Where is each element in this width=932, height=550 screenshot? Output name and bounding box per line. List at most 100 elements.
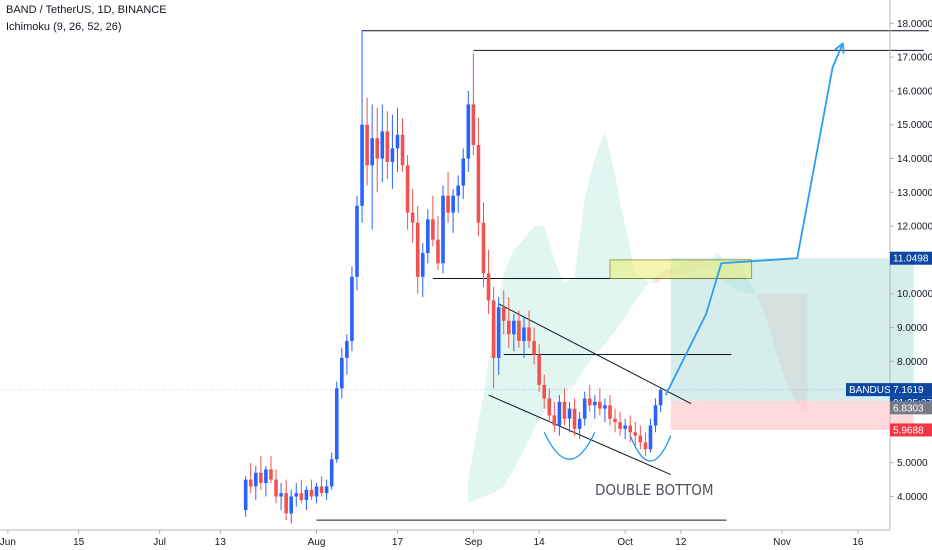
entry-price-badge-bg (890, 401, 932, 415)
candle (542, 374, 547, 409)
candle (375, 107, 380, 193)
candle (365, 97, 369, 186)
time-tick-label: Jun (0, 537, 16, 548)
candle (613, 408, 617, 433)
last-price-badge-text: 7.1619 (893, 385, 924, 396)
candle-body (577, 418, 582, 429)
candle (577, 412, 582, 440)
candle-body (380, 131, 385, 159)
time-tick-label: 15 (73, 537, 85, 548)
candle-body (542, 384, 547, 399)
target-price-badge-text: 11.0498 (893, 254, 929, 265)
stop-area (670, 400, 914, 430)
candle-body (623, 425, 627, 429)
candle-body (506, 320, 511, 335)
candle-body (608, 405, 612, 419)
projection-path (664, 41, 845, 396)
channel-line (498, 303, 692, 404)
candle-body (446, 195, 450, 213)
candle (294, 482, 299, 507)
time-tick-label: 16 (852, 537, 864, 548)
candle (506, 297, 511, 348)
candle (395, 107, 400, 173)
stop-price-badge-text: 5.9688 (893, 425, 924, 436)
time-tick-label: Aug (308, 537, 326, 548)
candle (476, 117, 481, 237)
time-tick-label: Sep (464, 537, 482, 548)
candle-body (593, 401, 597, 406)
arrow-head-icon (834, 41, 845, 54)
candle-body (603, 405, 607, 409)
candle (314, 482, 319, 504)
candle (420, 243, 425, 298)
candle (461, 148, 466, 200)
cloud-segment (503, 249, 514, 487)
candle-body (345, 341, 349, 358)
candle (259, 455, 263, 490)
long-position-tool (0, 258, 914, 430)
cloud-segment (635, 273, 646, 301)
candle (648, 418, 653, 453)
candle (380, 104, 385, 183)
candle (628, 415, 633, 443)
stop-price-badge-bg (890, 423, 932, 437)
cloud-segment (574, 199, 585, 385)
symbol-title: BAND / TetherUS, 1D, BINANCE (6, 4, 167, 16)
candle (334, 381, 339, 463)
cloud-segment (483, 327, 494, 497)
price-tick-label: 18.0000 (897, 19, 932, 30)
candle (274, 469, 278, 504)
candle-body (567, 408, 572, 419)
candle (390, 114, 395, 189)
candle (284, 479, 288, 521)
price-axis: 4.00005.00006.00007.00008.00009.000010.0… (889, 0, 932, 530)
candle (496, 297, 501, 375)
candle (527, 310, 531, 348)
candle (360, 30, 364, 223)
candle-body (385, 131, 390, 162)
candle-body (441, 195, 445, 264)
price-tick-label: 17.0000 (897, 53, 932, 64)
candle (400, 117, 405, 173)
candle (324, 479, 329, 500)
candle-body (309, 489, 314, 497)
candle (441, 185, 445, 274)
candle (537, 344, 541, 392)
target-area (670, 258, 914, 401)
time-tick-label: Nov (773, 537, 791, 548)
candle (405, 155, 410, 230)
candle-body (486, 273, 491, 301)
candle (269, 455, 273, 483)
candle (623, 418, 627, 440)
time-tick-label: 13 (215, 537, 227, 548)
candle (355, 195, 359, 291)
candle (243, 476, 248, 517)
candle (608, 395, 612, 426)
candle-body (557, 401, 562, 426)
candle-body (562, 401, 567, 419)
candle (289, 489, 294, 524)
candle-body (243, 479, 248, 511)
candle-body (532, 341, 536, 355)
cloud-segment (584, 158, 595, 369)
candle (466, 90, 471, 173)
candle (552, 401, 557, 433)
candle (431, 195, 435, 247)
candle (350, 266, 354, 352)
candle (633, 422, 638, 446)
candle-body (350, 276, 354, 342)
candlestick-series (243, 30, 663, 524)
candle-body (436, 239, 440, 264)
last-price-badge: 7.1619 (890, 383, 932, 397)
candle-body (248, 479, 253, 487)
candle (512, 313, 516, 352)
cloud-segment (468, 395, 484, 504)
candle-body (370, 138, 374, 166)
indicator-legend: Ichimoku (9, 26, 52, 26) (6, 21, 122, 33)
cloud-segment (493, 273, 504, 494)
candle (557, 395, 562, 436)
candle-body (284, 493, 288, 514)
candle-body (253, 472, 258, 487)
double-bottom-label: DOUBLE BOTTOM (595, 481, 714, 499)
